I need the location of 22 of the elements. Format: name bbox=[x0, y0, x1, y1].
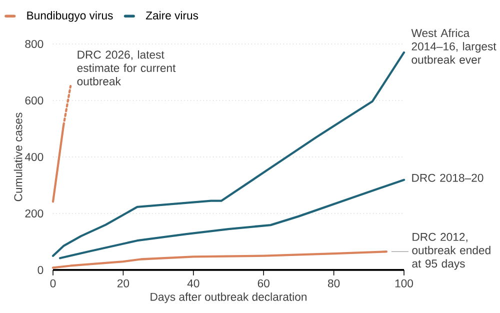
annotation: West Africa 2014–16, largest outbreak ever bbox=[411, 28, 496, 64]
x-tick-label: 100 bbox=[395, 279, 413, 288]
line-series bbox=[52, 51, 406, 257]
annotation: DRC 2026, latest estimate for current outbreak bbox=[77, 50, 176, 86]
legend-label: Zaire virus bbox=[146, 11, 198, 20]
x-tick-label: 40 bbox=[187, 279, 200, 288]
annotation: DRC 2018–20 bbox=[412, 174, 484, 182]
y-axis-title: Cumulative cases bbox=[14, 112, 22, 202]
x-tick-label: 80 bbox=[328, 279, 340, 288]
x-tick-label: 20 bbox=[117, 279, 130, 288]
annotation: DRC 2012, outbreak ended at 95 days bbox=[412, 232, 490, 270]
line-series bbox=[58, 178, 406, 260]
x-tick-label: 60 bbox=[258, 279, 270, 288]
y-tick-label: 800 bbox=[25, 40, 44, 48]
line-series bbox=[52, 250, 388, 269]
y-tick-label: 0 bbox=[38, 266, 44, 274]
x-tick-label: 0 bbox=[50, 279, 56, 288]
y-tick-label: 600 bbox=[25, 96, 44, 104]
x-axis-title: Days after outbreak declaration bbox=[150, 292, 306, 304]
y-tick-label: 200 bbox=[25, 209, 44, 218]
y-tick-label: 400 bbox=[24, 152, 44, 161]
legend-label: Bundibugyo virus bbox=[27, 11, 113, 22]
